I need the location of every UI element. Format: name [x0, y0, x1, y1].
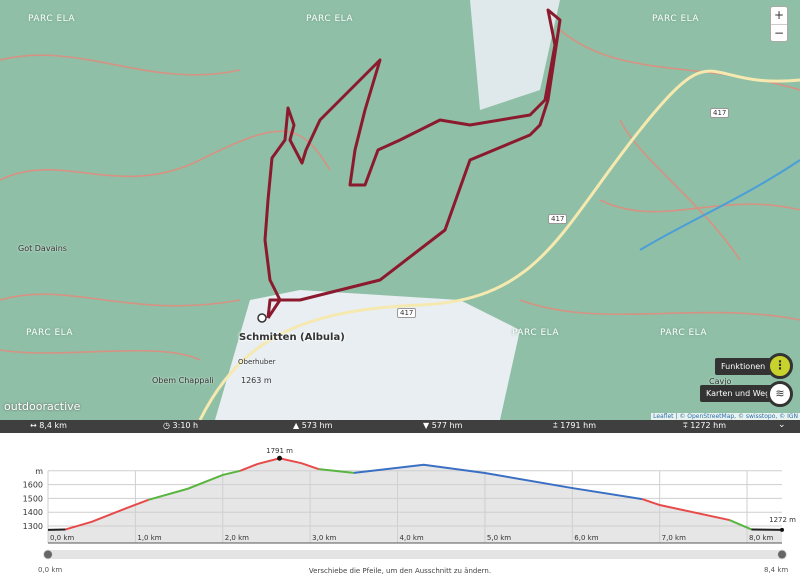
y-tick-label: 1500 — [23, 494, 43, 503]
range-slider-track[interactable] — [48, 550, 782, 559]
x-tick-label: 2,0 km — [225, 534, 249, 542]
end-point-marker — [780, 527, 784, 532]
min-altitude-stat: ⩱ 1272 hm — [683, 421, 726, 430]
profile-segment — [641, 498, 730, 522]
profile-area — [48, 458, 782, 543]
layers-label[interactable]: Karten und Wege — [700, 385, 782, 402]
profile-segment — [353, 463, 643, 501]
max-elevation-label: 1791 m — [266, 447, 293, 455]
map[interactable]: PARC ELA PARC ELA PARC ELA PARC ELA PARC… — [0, 0, 800, 420]
region-label: PARC ELA — [28, 14, 76, 24]
y-tick-label: 1400 — [23, 508, 43, 517]
region-label: PARC ELA — [660, 328, 708, 338]
duration-stat: ◷ 3:10 h — [163, 421, 199, 430]
region-label: PARC ELA — [26, 328, 74, 338]
region-label: PARC ELA — [306, 14, 354, 24]
ascent-stat: ▲ 573 hm — [293, 421, 333, 430]
region-label: PARC ELA — [652, 14, 700, 24]
x-tick-label: 8,0 km — [749, 534, 773, 542]
profile-segment — [148, 469, 241, 501]
town-label: Schmitten (Albula) — [239, 332, 345, 343]
layers-icon[interactable]: ≋ — [767, 381, 793, 407]
elevation-profile[interactable]: 1300 1400 1500 1600 m 0,0 km 1,0 km 2,0 km 3,0 k… — [0, 433, 800, 583]
place-label: 1263 m — [241, 376, 272, 385]
place-label: Oberhuber — [238, 358, 276, 366]
max-point-marker — [277, 455, 283, 461]
range-start-label: 0,0 km — [38, 566, 63, 574]
x-tick-label: 7,0 km — [662, 534, 686, 542]
functions-menu-icon[interactable]: ⋮ — [767, 353, 793, 379]
profile-segment — [65, 498, 149, 531]
map-attribution[interactable]: Leaflet | © OpenStreetMap, © swisstopo, … — [651, 413, 800, 420]
end-elevation-label: 1272 m — [769, 516, 796, 524]
map-terrain — [0, 0, 800, 420]
profile-segment — [318, 468, 354, 474]
x-tick-label: 6,0 km — [574, 534, 598, 542]
x-tick-label: 0,0 km — [50, 534, 74, 542]
y-tick-label: 1300 — [23, 522, 43, 531]
road-badge: 417 — [397, 308, 417, 318]
x-tick-label: 1,0 km — [137, 534, 161, 542]
collapse-chevron-icon[interactable]: ⌄ — [778, 420, 786, 430]
region-label: PARC ELA — [512, 328, 560, 338]
place-label: Cavjo — [709, 377, 732, 386]
route-line — [263, 8, 562, 319]
zoom-in-button[interactable]: + — [773, 8, 785, 22]
x-tick-label: 5,0 km — [487, 534, 511, 542]
outdooractive-logo: outdooractive — [4, 400, 81, 413]
x-tick-label: 4,0 km — [400, 534, 424, 542]
range-hint: Verschiebe die Pfeile, um den Ausschnitt… — [308, 567, 492, 575]
road-badge: 417 — [710, 108, 730, 118]
range-end-handle[interactable] — [777, 549, 787, 560]
x-tick-label: 3,0 km — [312, 534, 336, 542]
road-badge: 417 — [548, 214, 568, 224]
range-start-handle[interactable] — [43, 549, 53, 560]
distance-stat: ↔ 8,4 km — [30, 421, 67, 430]
profile-segment — [729, 519, 752, 531]
zoom-control: + − — [770, 6, 788, 42]
descent-stat: ▼ 577 hm — [423, 421, 463, 430]
y-axis-label: m — [35, 467, 43, 476]
y-tick-label: 1600 — [23, 481, 43, 490]
tour-stats-bar: ↔ 8,4 km ◷ 3:10 h ▲ 573 hm ▼ 577 hm ⩲ 17… — [0, 420, 800, 433]
zoom-out-button[interactable]: − — [771, 24, 787, 41]
max-altitude-stat: ⩲ 1791 hm — [553, 421, 596, 430]
range-end-label: 8,4 km — [764, 566, 789, 574]
functions-label[interactable]: Funktionen — [715, 358, 772, 375]
place-label: Obem Chappali — [152, 376, 214, 385]
place-label: Got Davains — [18, 244, 67, 253]
